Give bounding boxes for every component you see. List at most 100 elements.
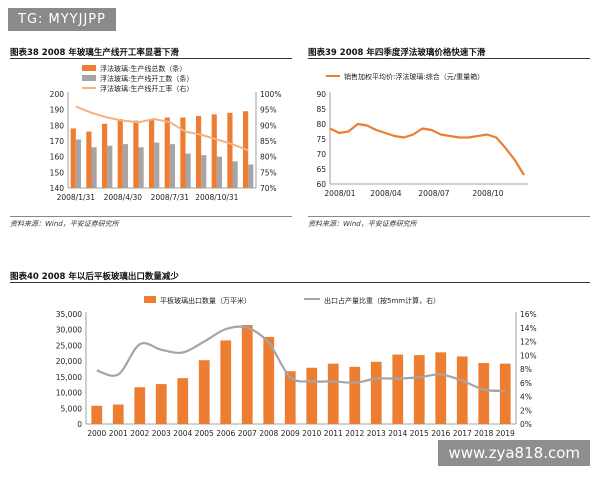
y-right-tick-label: 95% bbox=[260, 106, 277, 115]
y-tick-label: 65 bbox=[316, 165, 326, 174]
x-tick-label: 2016 bbox=[431, 429, 450, 438]
line-glass-price bbox=[329, 122, 525, 176]
bar-export-volume bbox=[112, 404, 124, 424]
bar-export-volume bbox=[306, 367, 318, 424]
x-tick-label: 2006 bbox=[216, 429, 235, 438]
bar-export-volume bbox=[263, 336, 275, 424]
figure-39-source: 资料来源：Wind，平安证券研究所 bbox=[308, 220, 417, 228]
x-tick-label: 2014 bbox=[388, 429, 407, 438]
x-tick-label: 2008/1/31 bbox=[57, 193, 96, 202]
bar-export-volume bbox=[370, 361, 382, 424]
bar-export-volume bbox=[392, 354, 404, 424]
legend-swatch bbox=[82, 65, 96, 71]
bar-total-lines bbox=[180, 117, 186, 188]
x-tick-label: 2008/7/31 bbox=[151, 193, 190, 202]
bar-total-lines bbox=[227, 112, 233, 188]
bar-total-lines bbox=[211, 114, 217, 188]
y-right-tick-label: 90% bbox=[260, 121, 277, 130]
x-tick-label: 2002 bbox=[130, 429, 149, 438]
chart-38: 浮法玻璃:生产线总数（条）浮法玻璃:生产线开工数（条）浮法玻璃:生产线开工率（右… bbox=[50, 64, 282, 202]
bar-operating-lines bbox=[107, 145, 113, 188]
y-right-tick-label: 16% bbox=[520, 310, 537, 319]
line-export-ratio bbox=[96, 325, 506, 393]
x-tick-label: 2008/4/30 bbox=[104, 193, 143, 202]
chart-40: 平板玻璃出口数量（万平米） 出口占产量比重（按5mm计算，右） 0 5,000 10,0… bbox=[56, 296, 537, 438]
bar-operating-lines bbox=[248, 164, 254, 188]
bar-operating-lines bbox=[138, 147, 144, 188]
y-tick-label: 75 bbox=[316, 135, 326, 144]
y-left-tick-label: 10,000 bbox=[56, 389, 82, 398]
bar-total-lines bbox=[86, 131, 92, 188]
x-tick-label: 2000 bbox=[87, 429, 106, 438]
y-right-tick-label: 6% bbox=[520, 379, 532, 388]
y-tick-label: 80 bbox=[316, 120, 326, 129]
bar-export-volume bbox=[327, 363, 339, 424]
x-tick-label: 2018 bbox=[474, 429, 493, 438]
y-right-tick-label: 100% bbox=[260, 90, 281, 99]
bar-export-volume bbox=[134, 387, 146, 424]
x-tick-label: 2013 bbox=[367, 429, 386, 438]
y-left-tick-label: 25,000 bbox=[56, 341, 82, 350]
bar-total-lines bbox=[195, 115, 202, 188]
y-left-tick-label: 140 bbox=[50, 184, 65, 193]
legend-label: 出口占产量比重（按5mm计算，右） bbox=[324, 296, 440, 305]
x-tick-label: 2004 bbox=[173, 429, 192, 438]
figure-39-title: 图表39 2008 年四季度浮法玻璃价格快速下滑 bbox=[308, 48, 486, 58]
y-right-tick-label: 0% bbox=[520, 420, 532, 429]
bar-operating-lines bbox=[91, 147, 97, 188]
figure-38-title: 图表38 2008 年玻璃生产线开工率显著下滑 bbox=[10, 48, 179, 58]
y-right-tick-label: 14% bbox=[520, 324, 537, 333]
y-left-tick-label: 30,000 bbox=[56, 326, 82, 335]
y-right-tick-label: 4% bbox=[520, 393, 532, 402]
bar-total-lines bbox=[117, 119, 123, 188]
figure-39-bottom-rule bbox=[308, 216, 590, 217]
bar-operating-lines bbox=[201, 155, 207, 188]
bar-total-lines bbox=[70, 128, 76, 188]
legend-swatch bbox=[82, 75, 96, 81]
figure-40-title: 图表40 2008 年以后平板玻璃出口数量减少 bbox=[10, 272, 179, 282]
y-left-tick-label: 35,000 bbox=[56, 310, 82, 319]
bar-operating-lines bbox=[122, 144, 129, 188]
legend-label: 浮法玻璃:生产线开工数（条） bbox=[100, 74, 193, 83]
bar-operating-lines bbox=[216, 156, 223, 188]
x-tick-label: 2008/01 bbox=[324, 189, 355, 198]
bar-export-volume bbox=[349, 366, 361, 424]
bar-total-lines bbox=[164, 117, 170, 188]
x-tick-label: 2008/10 bbox=[472, 189, 503, 198]
figure-39-top-rule bbox=[308, 58, 590, 59]
y-left-tick-label: 5,000 bbox=[61, 404, 83, 413]
bar-operating-lines bbox=[185, 153, 191, 188]
bar-export-volume bbox=[456, 356, 468, 424]
y-left-tick-label: 150 bbox=[50, 168, 65, 177]
x-tick-label: 2008/10/31 bbox=[195, 193, 238, 202]
y-left-tick-label: 170 bbox=[50, 137, 65, 146]
y-left-tick-label: 20,000 bbox=[56, 357, 82, 366]
y-left-tick-label: 200 bbox=[50, 90, 65, 99]
y-right-tick-label: 80% bbox=[260, 153, 277, 162]
bar-export-volume bbox=[155, 384, 167, 424]
x-tick-label: 2009 bbox=[281, 429, 300, 438]
x-tick-label: 2017 bbox=[453, 429, 472, 438]
legend-label: 平板玻璃出口数量（万平米） bbox=[160, 296, 251, 305]
line-utilization-rate bbox=[75, 105, 249, 152]
y-right-tick-label: 2% bbox=[520, 406, 532, 415]
x-tick-label: 2010 bbox=[302, 429, 321, 438]
bar-export-volume bbox=[220, 340, 232, 424]
y-tick-label: 60 bbox=[316, 180, 326, 189]
y-right-tick-label: 75% bbox=[260, 168, 277, 177]
figure-40-top-rule bbox=[10, 282, 590, 283]
figure-38-bottom-rule bbox=[10, 216, 292, 217]
watermark-top: TG: MYYJJPP bbox=[8, 8, 116, 31]
bar-total-lines bbox=[148, 119, 155, 188]
y-right-tick-label: 10% bbox=[520, 351, 537, 360]
chart-39: 销售加权平均价:浮法玻璃:综合（元/重量箱） 60 65 70 75 80 85 90 2008… bbox=[316, 72, 528, 198]
y-left-tick-label: 180 bbox=[50, 121, 65, 130]
bar-export-volume bbox=[499, 363, 511, 424]
legend-label: 浮法玻璃:生产线开工率（右） bbox=[100, 84, 193, 93]
y-right-tick-label: 70% bbox=[260, 184, 277, 193]
bar-export-volume bbox=[435, 352, 447, 424]
bar-operating-lines bbox=[169, 144, 176, 188]
x-tick-label: 2008/07 bbox=[418, 189, 449, 198]
bar-export-volume bbox=[478, 363, 490, 424]
bar-export-volume bbox=[241, 325, 253, 424]
